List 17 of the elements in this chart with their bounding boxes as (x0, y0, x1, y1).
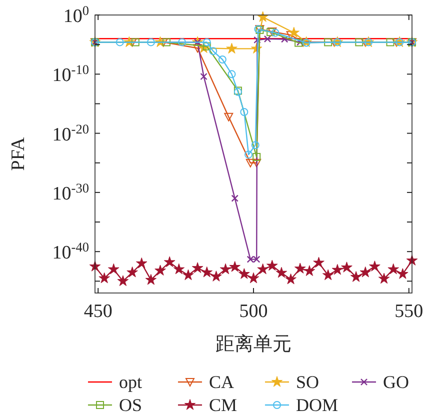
y-tick-label: 10$^{-30}$ (52, 180, 90, 204)
y-tick-label: 10$^{0}$ (63, 2, 90, 27)
y-tick-label: 10$^{-10}$ (52, 62, 90, 86)
legend-label: OS (119, 395, 142, 415)
legend-label: opt (119, 372, 142, 392)
x-axis-title: 距离单元 (216, 333, 292, 355)
y-tick-label: 10$^{-20}$ (52, 120, 90, 146)
x-tick-label: 500 (239, 301, 268, 322)
legend-label: CM (209, 395, 238, 415)
x-tick-label: 550 (394, 301, 424, 322)
legend-label: SO (296, 372, 320, 392)
y-axis-title: PFA (8, 137, 29, 171)
x-tick-label: 450 (84, 301, 112, 322)
legend-label: GO (383, 372, 409, 392)
y-tick-label: 10$^{-40}$ (52, 239, 90, 264)
legend-label: CA (209, 372, 234, 392)
legend-label: DOM (296, 395, 338, 415)
